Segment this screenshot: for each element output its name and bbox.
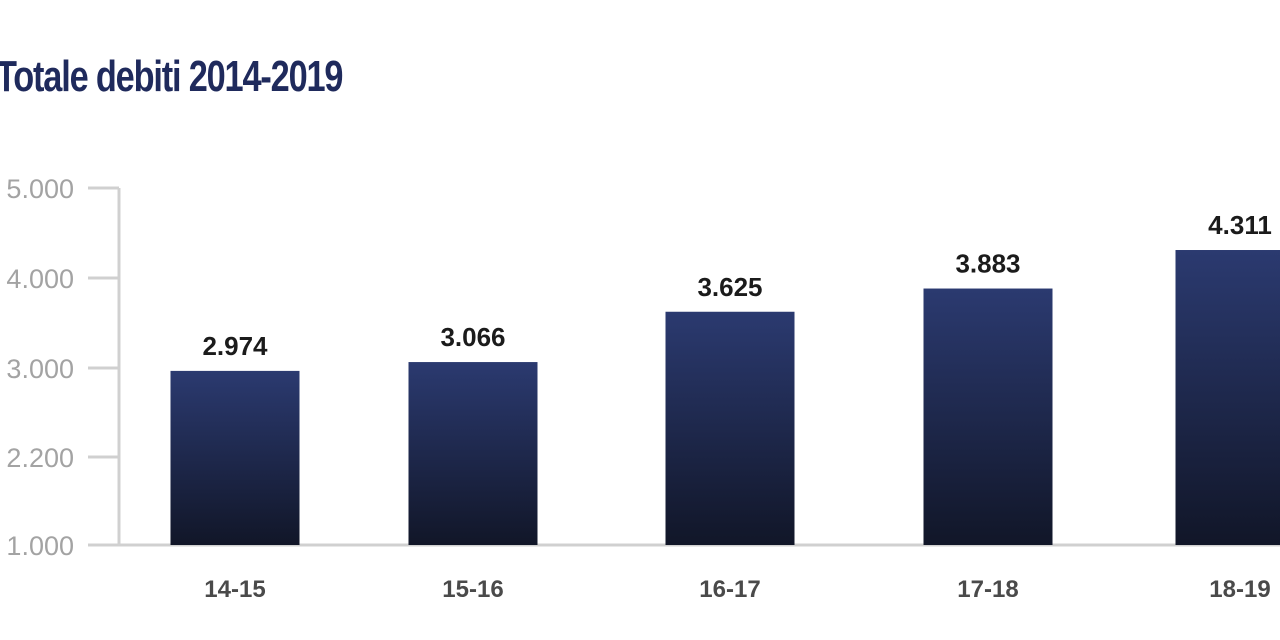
- chart-title: Totale debiti 2014-2019: [0, 52, 343, 101]
- data-label: 3.883: [955, 249, 1020, 279]
- bar-17-18: [923, 288, 1053, 545]
- x-tick-label: 17-18: [957, 576, 1018, 603]
- x-tick-label: 18-19: [1209, 576, 1270, 603]
- data-label: 3.625: [697, 272, 762, 302]
- x-tick-label: 14-15: [204, 576, 265, 603]
- bar-18-19: [1175, 250, 1280, 545]
- y-tick-label: 3.000: [6, 354, 74, 384]
- bar-14-15: [170, 370, 300, 545]
- y-tick-label: 5.000: [6, 174, 74, 204]
- x-tick-label: 16-17: [699, 576, 760, 603]
- y-axis: 1.000 2.200 3.000 4.000 5.000: [6, 174, 121, 561]
- bar-16-17: [665, 311, 795, 545]
- y-tick-label: 2.200: [6, 443, 74, 473]
- data-labels: 2.974 3.066 3.625 3.883 4.311: [202, 210, 1271, 361]
- y-tick-label: 4.000: [6, 264, 74, 294]
- data-label: 2.974: [202, 331, 268, 361]
- data-label: 4.311: [1208, 210, 1272, 240]
- bar-15-16: [408, 362, 538, 545]
- data-label: 3.066: [440, 322, 505, 352]
- x-axis: 14-15 15-16 16-17 17-18 18-19: [88, 543, 1280, 603]
- bars: [170, 250, 1280, 545]
- y-tick-label: 1.000: [6, 531, 74, 561]
- x-tick-label: 15-16: [442, 576, 503, 603]
